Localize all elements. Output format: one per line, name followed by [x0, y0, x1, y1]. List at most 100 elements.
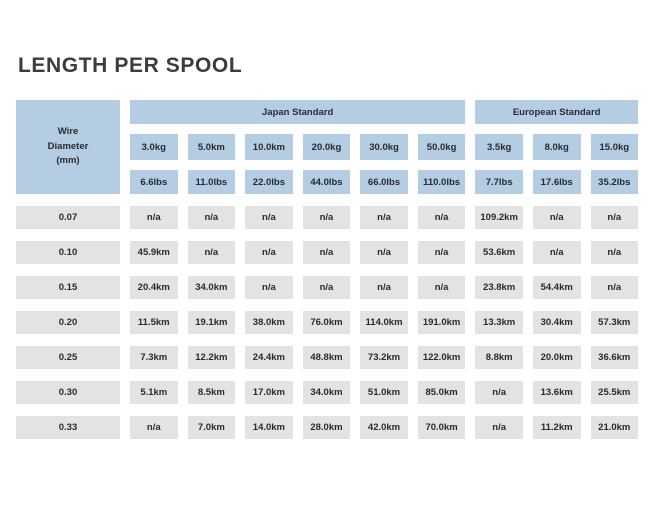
length-cell: n/a: [590, 206, 639, 229]
length-cell: 13.6km: [532, 381, 581, 404]
length-cell: n/a: [360, 241, 408, 264]
length-cell: n/a: [302, 276, 351, 299]
spool-weight-lbs-cell: 17.6lbs: [532, 170, 581, 194]
wire-diameter-cell: 0.25: [16, 346, 120, 369]
spool-weight-lbs-cell: 110.0lbs: [417, 170, 466, 194]
length-cell: 13.3km: [475, 311, 523, 334]
length-cell: 34.0km: [302, 381, 351, 404]
length-cell: n/a: [360, 276, 408, 299]
wire-diameter-cell: 0.07: [16, 206, 120, 229]
length-cell: 30.4km: [532, 311, 581, 334]
spool-weight-kg-cell: 50.0kg: [417, 134, 466, 160]
length-cell: 8.5km: [187, 381, 236, 404]
column-headers: Japan Standard European Standard 3.0kg 5.…: [130, 100, 639, 194]
table-body: 0.07 n/a n/a n/a n/a n/a n/a 109.2km n/a n/a 0.10 4…: [16, 206, 639, 439]
length-cell: n/a: [245, 241, 293, 264]
wire-diameter-header: Wire Diameter (mm): [16, 100, 120, 194]
length-cell: 53.6km: [475, 241, 523, 264]
length-cell: 5.1km: [130, 381, 178, 404]
length-cell: 24.4km: [245, 346, 293, 369]
length-cell: 48.8km: [302, 346, 351, 369]
length-cell: 73.2km: [360, 346, 408, 369]
length-cell: n/a: [302, 241, 351, 264]
standard-group-row: Japan Standard European Standard: [130, 100, 638, 124]
spool-weight-lbs-cell: 66.0lbs: [360, 170, 408, 194]
length-cell: 57.3km: [590, 311, 639, 334]
group-header-european-standard: European Standard: [475, 100, 638, 124]
length-cell: n/a: [245, 276, 293, 299]
length-cell: 191.0km: [417, 311, 466, 334]
spool-weight-kg-cell: 5.0km: [187, 134, 236, 160]
length-cell: 70.0km: [417, 416, 466, 439]
length-cell: 7.0km: [187, 416, 236, 439]
length-cell: 20.0km: [532, 346, 581, 369]
length-cell: 11.5km: [130, 311, 178, 334]
table-row: 0.20 11.5km 19.1km 38.0km 76.0km 114.0km 191.0…: [16, 311, 639, 334]
length-cell: n/a: [475, 381, 523, 404]
spool-weight-kg-cell: 3.5kg: [475, 134, 523, 160]
spool-weight-lbs-cell: 44.0lbs: [302, 170, 351, 194]
length-cell: 42.0km: [360, 416, 408, 439]
spool-weight-lbs-cell: 6.6lbs: [130, 170, 178, 194]
length-cell: 19.1km: [187, 311, 236, 334]
length-cell: n/a: [532, 206, 581, 229]
length-cell: 85.0km: [417, 381, 466, 404]
length-cell: 51.0km: [360, 381, 408, 404]
spool-weight-kg-cell: 15.0kg: [590, 134, 639, 160]
length-cell: 17.0km: [245, 381, 293, 404]
wire-diameter-cell: 0.30: [16, 381, 120, 404]
length-cell: n/a: [590, 241, 639, 264]
length-cell: 20.4km: [130, 276, 178, 299]
length-cell: 12.2km: [187, 346, 236, 369]
length-cell: 114.0km: [360, 311, 408, 334]
page-title: LENGTH PER SPOOL: [18, 54, 243, 77]
length-cell: 76.0km: [302, 311, 351, 334]
length-cell: n/a: [417, 276, 466, 299]
table-row: 0.07 n/a n/a n/a n/a n/a n/a 109.2km n/a n/a: [16, 206, 639, 229]
spool-weight-kg-cell: 8.0kg: [532, 134, 581, 160]
length-cell: 21.0km: [590, 416, 639, 439]
length-cell: n/a: [417, 241, 466, 264]
length-cell: n/a: [590, 276, 639, 299]
spool-weight-kg-cell: 3.0kg: [130, 134, 178, 160]
length-cell: 54.4km: [532, 276, 581, 299]
length-cell: 11.2km: [532, 416, 581, 439]
length-cell: n/a: [360, 206, 408, 229]
length-cell: 45.9km: [130, 241, 178, 264]
spool-weight-lbs-cell: 22.0lbs: [245, 170, 293, 194]
length-cell: 109.2km: [475, 206, 523, 229]
wire-diameter-cell: 0.20: [16, 311, 120, 334]
length-cell: 7.3km: [130, 346, 178, 369]
wire-diameter-cell: 0.33: [16, 416, 120, 439]
length-per-spool-table: Wire Diameter (mm) Japan Standard Europe…: [16, 100, 639, 439]
spool-weight-kg-row: 3.0kg 5.0km 10.0km 20.0kg 30.0kg 50.0kg 3.5kg 8…: [130, 134, 639, 160]
spool-weight-kg-cell: 20.0kg: [302, 134, 351, 160]
spool-weight-kg-cell: 30.0kg: [360, 134, 408, 160]
spool-weight-lbs-cell: 7.7lbs: [475, 170, 523, 194]
table-row: 0.33 n/a 7.0km 14.0km 28.0km 42.0km 70.0km n/a 1…: [16, 416, 639, 439]
spool-weight-lbs-row: 6.6lbs 11.0lbs 22.0lbs 44.0lbs 66.0lbs 110.0l…: [130, 170, 639, 194]
length-cell: 122.0km: [417, 346, 466, 369]
spool-weight-lbs-cell: 11.0lbs: [187, 170, 236, 194]
length-cell: 8.8km: [475, 346, 523, 369]
table-header: Wire Diameter (mm) Japan Standard Europe…: [16, 100, 639, 194]
length-cell: 34.0km: [187, 276, 236, 299]
length-cell: 28.0km: [302, 416, 351, 439]
length-cell: n/a: [532, 241, 581, 264]
length-cell: 38.0km: [245, 311, 293, 334]
table-row: 0.10 45.9km n/a n/a n/a n/a n/a 53.6km n/a n/a: [16, 241, 639, 264]
length-cell: n/a: [245, 206, 293, 229]
length-cell: 14.0km: [245, 416, 293, 439]
length-cell: n/a: [130, 416, 178, 439]
length-cell: n/a: [302, 206, 351, 229]
wire-diameter-cell: 0.10: [16, 241, 120, 264]
table-row: 0.30 5.1km 8.5km 17.0km 34.0km 51.0km 85.0km n/…: [16, 381, 639, 404]
length-cell: n/a: [417, 206, 466, 229]
table-row: 0.25 7.3km 12.2km 24.4km 48.8km 73.2km 122.0km…: [16, 346, 639, 369]
length-cell: n/a: [475, 416, 523, 439]
length-cell: 36.6km: [590, 346, 639, 369]
length-cell: n/a: [130, 206, 178, 229]
length-cell: 23.8km: [475, 276, 523, 299]
table-row: 0.15 20.4km 34.0km n/a n/a n/a n/a 23.8km 54.4km…: [16, 276, 639, 299]
